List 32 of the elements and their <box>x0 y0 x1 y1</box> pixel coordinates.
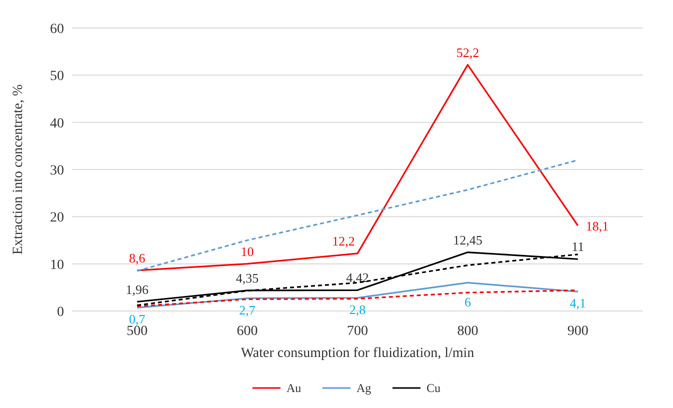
data-label: 4,42 <box>346 270 369 286</box>
x-axis-title: Water consumption for fluidization, l/min <box>240 346 474 361</box>
data-label: 4,1 <box>570 296 586 311</box>
data-label: 18,1 <box>586 218 609 234</box>
x-tick-label: 500 <box>126 324 148 339</box>
data-label: 6 <box>464 294 472 310</box>
legend-label: Ag <box>356 381 372 395</box>
data-label: 12,2 <box>332 233 355 248</box>
data-label: 1,96 <box>126 282 149 297</box>
x-tick-label: 700 <box>347 324 368 339</box>
y-tick-label: 60 <box>50 22 64 37</box>
data-label: 12,45 <box>453 232 482 248</box>
x-tick-label: 900 <box>567 324 588 339</box>
x-tick-label: 600 <box>236 324 258 339</box>
y-tick-label: 50 <box>50 69 64 84</box>
x-tick-label: 800 <box>457 324 478 339</box>
data-label: 11 <box>572 239 584 254</box>
data-label: 2,7 <box>239 302 256 318</box>
y-tick-label: 30 <box>50 164 64 178</box>
data-label: 8,6 <box>128 250 146 266</box>
data-label: 2,8 <box>349 302 366 317</box>
y-tick-label: 10 <box>50 258 64 273</box>
data-label: 52,2 <box>456 44 480 60</box>
y-tick-label: 0 <box>57 305 64 320</box>
y-axis-title: Extraction into concentrate, % <box>11 84 26 255</box>
data-label: 4,35 <box>236 270 259 286</box>
legend-label: Cu <box>426 381 441 395</box>
y-tick-label: 20 <box>50 210 64 226</box>
data-label: 10 <box>240 244 254 259</box>
data-label: 0,7 <box>128 312 146 327</box>
legend-label: Au <box>286 381 302 395</box>
y-tick-label: 40 <box>50 116 64 132</box>
